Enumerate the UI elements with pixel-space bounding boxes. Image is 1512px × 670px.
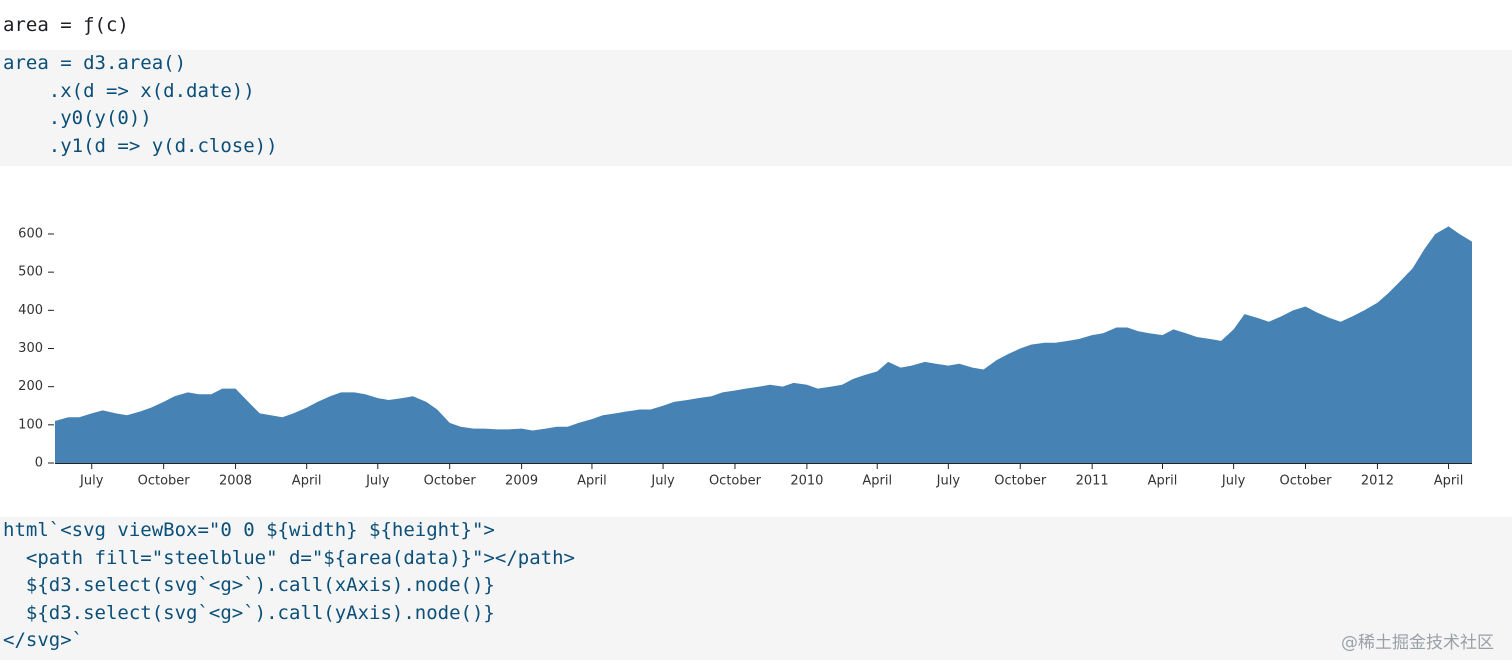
code-line: <path fill="steelblue" d="${area(data)}"… xyxy=(3,546,575,569)
y-tick-label: 300 xyxy=(18,341,43,356)
code-line: .y1(d => y(d.close)) xyxy=(3,134,278,157)
x-tick-label: 2010 xyxy=(790,474,823,489)
x-tick-label: October xyxy=(1280,474,1333,489)
x-tick-label: April xyxy=(292,474,322,489)
x-tick-label: 2009 xyxy=(505,474,538,489)
y-tick-label: 200 xyxy=(18,379,43,394)
x-tick-label: 2008 xyxy=(219,474,252,489)
code-line: ${d3.select(svg`<g>`).call(xAxis).node()… xyxy=(3,574,495,596)
x-tick-label: 2012 xyxy=(1361,474,1394,489)
code-line: </svg>` xyxy=(3,629,84,651)
y-tick-label: 400 xyxy=(18,303,43,318)
code-line: area = d3.area() xyxy=(3,52,187,74)
code-line: .x(d => x(d.date)) xyxy=(3,79,255,102)
y-tick-label: 100 xyxy=(18,417,43,432)
x-tick-label: April xyxy=(1148,474,1178,489)
x-tick-label: October xyxy=(994,474,1047,489)
chart: 0 100 200 300 400 500 600 July October 2008 April J… xyxy=(18,226,1472,489)
x-tick-label: July xyxy=(936,474,961,489)
code-cell: area = d3.area() .x(d => x(d.date)) .y0(… xyxy=(0,50,1512,166)
code-line: html`<svg viewBox="0 0 ${width} ${height… xyxy=(3,519,495,541)
area xyxy=(55,226,1472,463)
code-line: area = ƒ(c) xyxy=(3,14,129,36)
x-tick-label: July xyxy=(365,474,390,489)
y-tick-label: 0 xyxy=(35,456,43,471)
code-line: .y0(y(0)) xyxy=(3,107,152,129)
x-tick-label: April xyxy=(1434,474,1464,489)
watermark: @稀土掘金技术社区 xyxy=(1341,633,1494,653)
x-tick-label: April xyxy=(862,474,892,489)
x-tick-label: July xyxy=(1221,474,1246,489)
x-tick-label: July xyxy=(79,474,104,489)
code-cell: html`<svg viewBox="0 0 ${width} ${height… xyxy=(0,517,1512,660)
x-tick-label: October xyxy=(424,474,477,489)
x-tick-label: April xyxy=(577,474,607,489)
x-tick-label: July xyxy=(650,474,675,489)
y-tick-label: 600 xyxy=(18,226,43,241)
code-cell: area = ƒ(c) xyxy=(0,12,1512,40)
code-line: ${d3.select(svg`<g>`).call(yAxis).node()… xyxy=(3,601,495,624)
x-tick-label: October xyxy=(709,474,762,489)
x-tick-label: October xyxy=(138,474,191,489)
x-tick-label: 2011 xyxy=(1076,474,1109,489)
y-tick-label: 500 xyxy=(18,265,43,280)
